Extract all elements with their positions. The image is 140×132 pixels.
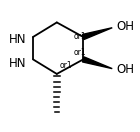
- Text: OH: OH: [116, 20, 134, 33]
- Text: OH: OH: [116, 63, 134, 76]
- Polygon shape: [82, 57, 112, 69]
- Text: or1: or1: [74, 48, 87, 57]
- Text: or1: or1: [60, 62, 72, 70]
- Polygon shape: [82, 28, 112, 39]
- Text: HN: HN: [8, 57, 26, 70]
- Text: or1: or1: [74, 32, 87, 41]
- Text: HN: HN: [8, 33, 26, 46]
